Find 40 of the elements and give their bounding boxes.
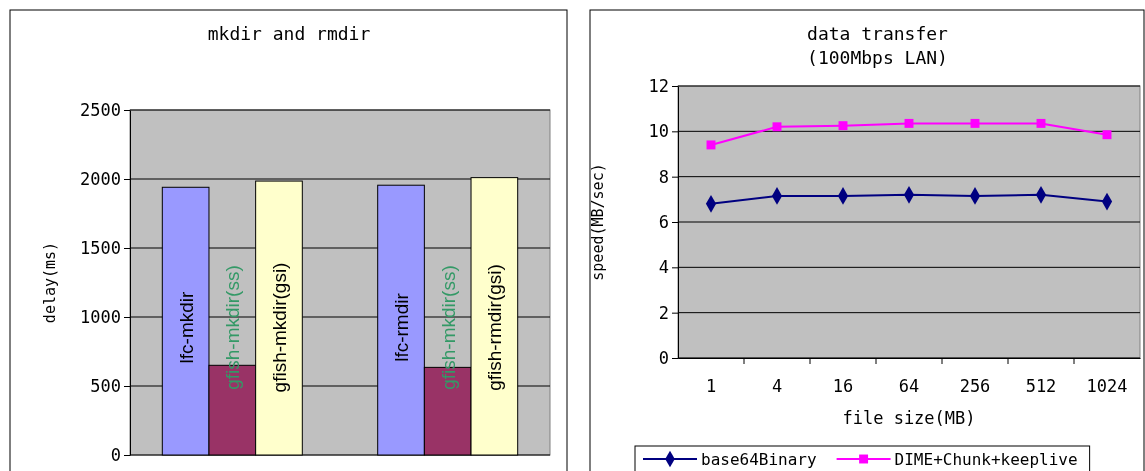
x-tick-label: 1 [705,376,717,397]
y-tick-label: 4 [658,257,669,278]
x-tick-label: 4 [771,376,783,397]
x-tick-label: 16 [832,376,854,397]
y-tick-label: 10 [648,121,669,142]
y-tick-label: 2500 [80,99,121,120]
y-tick-label: 500 [90,375,121,396]
y-tick-label: 12 [648,75,669,96]
y-tick-label: 0 [110,444,121,465]
chart-title: data transfer (100Mbps LAN) [807,23,949,68]
y-axis-title: speed(MB/sec) [589,163,607,281]
x-tick-label: 1024 [1086,376,1128,397]
annotation: gfish-mkdir(gsi) [268,262,290,393]
x-tick-label: 512 [1025,376,1057,397]
x-axis-title: file size(MB) [842,408,976,428]
point [1036,118,1046,128]
annotation: lfc-rmdir [391,292,413,362]
y-tick-label: 0 [658,347,669,368]
chart-title: mkdir and rmdir [207,23,371,44]
y-tick-label: 2 [658,302,669,323]
point [838,121,848,131]
y-tick-label: 1500 [80,237,121,258]
point [1102,130,1112,140]
legend-label: DIME+Chunk+keeplive [894,450,1078,469]
y-axis-title: delay(ms) [41,241,59,324]
x-tick-label: 64 [898,376,920,397]
y-tick-label: 6 [658,211,669,232]
annotation: gfish-mkdir(ss) [437,265,459,390]
legend-label: base64Binary [701,450,817,469]
y-tick-label: 8 [658,166,669,187]
point [772,122,782,132]
annotation: lfc-mkdir [175,290,197,364]
point [706,140,716,150]
annotation: gfish-mkdir(ss) [222,265,244,390]
point [904,118,914,128]
y-tick-label: 2000 [80,168,121,189]
point [970,118,980,128]
x-tick-label: 256 [959,376,991,397]
y-tick-label: 1000 [80,306,121,327]
annotation: gfish-rmdir(gsi) [484,264,506,391]
